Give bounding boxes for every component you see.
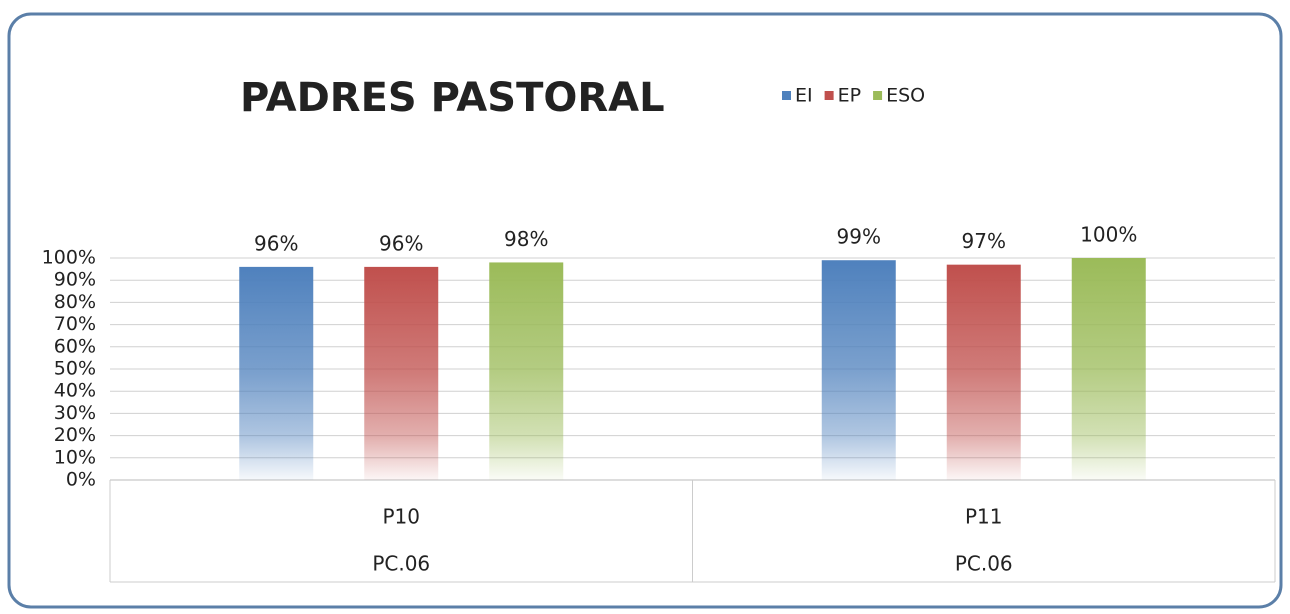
y-tick-label: 40% (54, 380, 96, 402)
data-label: 99% (837, 225, 881, 249)
y-tick-label: 30% (54, 402, 96, 424)
y-tick-label: 100% (42, 247, 96, 269)
bar (1071, 258, 1146, 480)
bar (489, 262, 564, 480)
legend-label: EI (795, 85, 813, 107)
x-tick-label: P11 (965, 505, 1003, 529)
y-tick-label: 80% (54, 291, 96, 313)
bar (946, 264, 1021, 480)
bar (239, 266, 314, 480)
data-label: 96% (254, 231, 298, 255)
x-tick-label: P10 (382, 505, 420, 529)
legend-swatch (782, 91, 791, 100)
y-tick-label: 10% (54, 446, 96, 468)
y-tick-label: 90% (54, 269, 96, 291)
bar (364, 266, 439, 480)
data-label: 96% (379, 231, 423, 255)
legend-swatch (824, 91, 834, 100)
legend-swatch (873, 91, 883, 100)
y-tick-label: 60% (54, 335, 96, 357)
data-label: 97% (962, 229, 1006, 253)
x-group-label: PC.06 (955, 552, 1013, 576)
y-tick-label: 70% (54, 313, 96, 335)
data-label: 98% (504, 227, 548, 251)
legend-label: EP (838, 85, 861, 107)
bar (821, 260, 896, 480)
legend-label: ESO (886, 85, 925, 107)
y-tick-label: 0% (66, 469, 96, 491)
x-group-label: PC.06 (372, 552, 430, 576)
chart-title: PADRES PASTORAL (240, 75, 665, 121)
data-label: 100% (1080, 223, 1137, 247)
y-tick-label: 50% (54, 358, 96, 380)
y-tick-label: 20% (54, 424, 96, 446)
